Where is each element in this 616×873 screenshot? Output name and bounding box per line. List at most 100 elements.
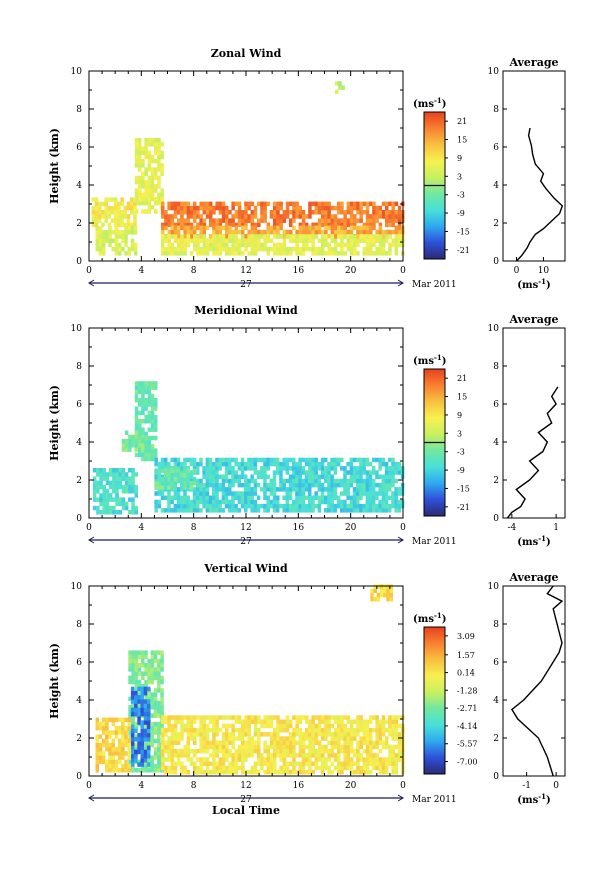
heatmap-cell [292, 753, 296, 758]
heatmap-cell [130, 686, 135, 692]
heatmap-cell [263, 491, 267, 496]
heatmap-cell [180, 476, 184, 482]
heatmap-cell [314, 491, 318, 496]
heatmap-cell [164, 757, 168, 762]
heatmap-cell [289, 234, 293, 239]
heatmap-cell [205, 466, 210, 471]
heatmap-cell [391, 499, 395, 505]
heatmap-cell [256, 508, 261, 513]
heatmap-cell [253, 732, 258, 737]
heatmap-cell [330, 229, 335, 235]
heatmap-cell [134, 389, 139, 395]
heatmap-cell [212, 210, 216, 215]
heatmap-cell [234, 503, 238, 509]
heatmap-cell [321, 238, 325, 243]
heatmap-cell [131, 679, 135, 685]
heatmap-cell [260, 457, 264, 463]
heatmap-cell [183, 466, 187, 471]
heatmap-cell [237, 732, 242, 737]
heatmap-cell [208, 499, 213, 505]
heatmap-cell [180, 472, 184, 478]
heatmap-cell [146, 724, 151, 729]
heatmap-cell [314, 457, 318, 463]
heatmap-cell [340, 503, 344, 509]
profile-x-tick-label: 0 [514, 266, 520, 276]
heatmap-cell [327, 251, 331, 256]
heatmap-cell [157, 200, 161, 206]
heatmap-cell [150, 759, 155, 765]
heatmap-cell [134, 699, 138, 704]
heatmap-cell [253, 508, 258, 513]
heatmap-cell [193, 210, 197, 215]
heatmap-cell [94, 197, 99, 202]
heatmap-cell [311, 744, 315, 750]
heatmap-cell [138, 419, 142, 424]
heatmap-cell [202, 466, 206, 471]
heatmap-cell [391, 201, 395, 207]
heatmap-cell [231, 740, 235, 745]
heatmap-cell [140, 745, 144, 750]
profile-y-tick-label: 0 [493, 772, 499, 782]
heatmap-cell [225, 736, 229, 741]
heatmap-cell [183, 251, 187, 256]
heatmap-cell [202, 251, 207, 256]
heatmap-cell [218, 748, 223, 754]
heatmap-cell [276, 222, 280, 228]
heatmap-cell [134, 146, 139, 151]
heatmap-cell [221, 723, 226, 729]
heatmap-cell [199, 238, 203, 243]
heatmap-cell [340, 482, 344, 488]
heatmap-cell [381, 740, 386, 745]
profile-y-tick-label: 4 [493, 181, 499, 191]
heatmap-cell [101, 246, 106, 252]
heatmap-cell [381, 242, 386, 248]
heatmap-cell [150, 667, 155, 672]
heatmap-cell [346, 508, 350, 513]
heatmap-cell [157, 468, 162, 473]
heatmap-cell [370, 592, 374, 598]
heatmap-cell [202, 470, 206, 475]
heatmap-cell [359, 719, 363, 724]
heatmap-cell [279, 242, 283, 248]
heatmap-cell [292, 487, 296, 492]
heatmap-cell [170, 201, 175, 207]
heatmap-cell [189, 461, 194, 467]
heatmap-cell [379, 584, 384, 589]
heatmap-cell [269, 744, 274, 750]
heatmap-cell [333, 246, 338, 252]
heatmap-cell [225, 715, 229, 720]
heatmap-cell [170, 205, 175, 211]
heatmap-cell [221, 715, 226, 720]
heatmap-cell [385, 769, 389, 775]
heatmap-cell [385, 210, 389, 215]
heatmap-cell [154, 150, 158, 155]
heatmap-cell [215, 482, 219, 488]
heatmap-cell [147, 200, 152, 206]
heatmap-cell [263, 740, 267, 745]
heatmap-cell [138, 410, 142, 416]
heatmap-cell [266, 723, 271, 729]
heatmap-cell [372, 508, 376, 513]
heatmap-cell [144, 167, 148, 172]
heatmap-cell [161, 715, 165, 720]
heatmap-cell [362, 225, 367, 231]
heatmap-cell [375, 761, 379, 766]
heatmap-cell [276, 715, 280, 720]
y-tick-label: 0 [76, 257, 82, 267]
heatmap-cell [388, 478, 392, 484]
heatmap-cell [105, 747, 109, 752]
heatmap-cell [349, 765, 354, 771]
heatmap-cell [391, 761, 395, 766]
profile-line [515, 127, 564, 262]
heatmap-cell [314, 736, 319, 741]
heatmap-cell [173, 468, 178, 473]
heatmap-cell [362, 727, 367, 733]
heatmap-cell [337, 715, 341, 720]
heatmap-cell [391, 478, 395, 484]
heatmap-cell [381, 503, 386, 509]
heatmap-cell [362, 508, 366, 513]
heatmap-cell [183, 457, 187, 463]
heatmap-cell [301, 238, 306, 243]
heatmap-cell [173, 508, 178, 513]
heatmap-cell [111, 717, 115, 723]
